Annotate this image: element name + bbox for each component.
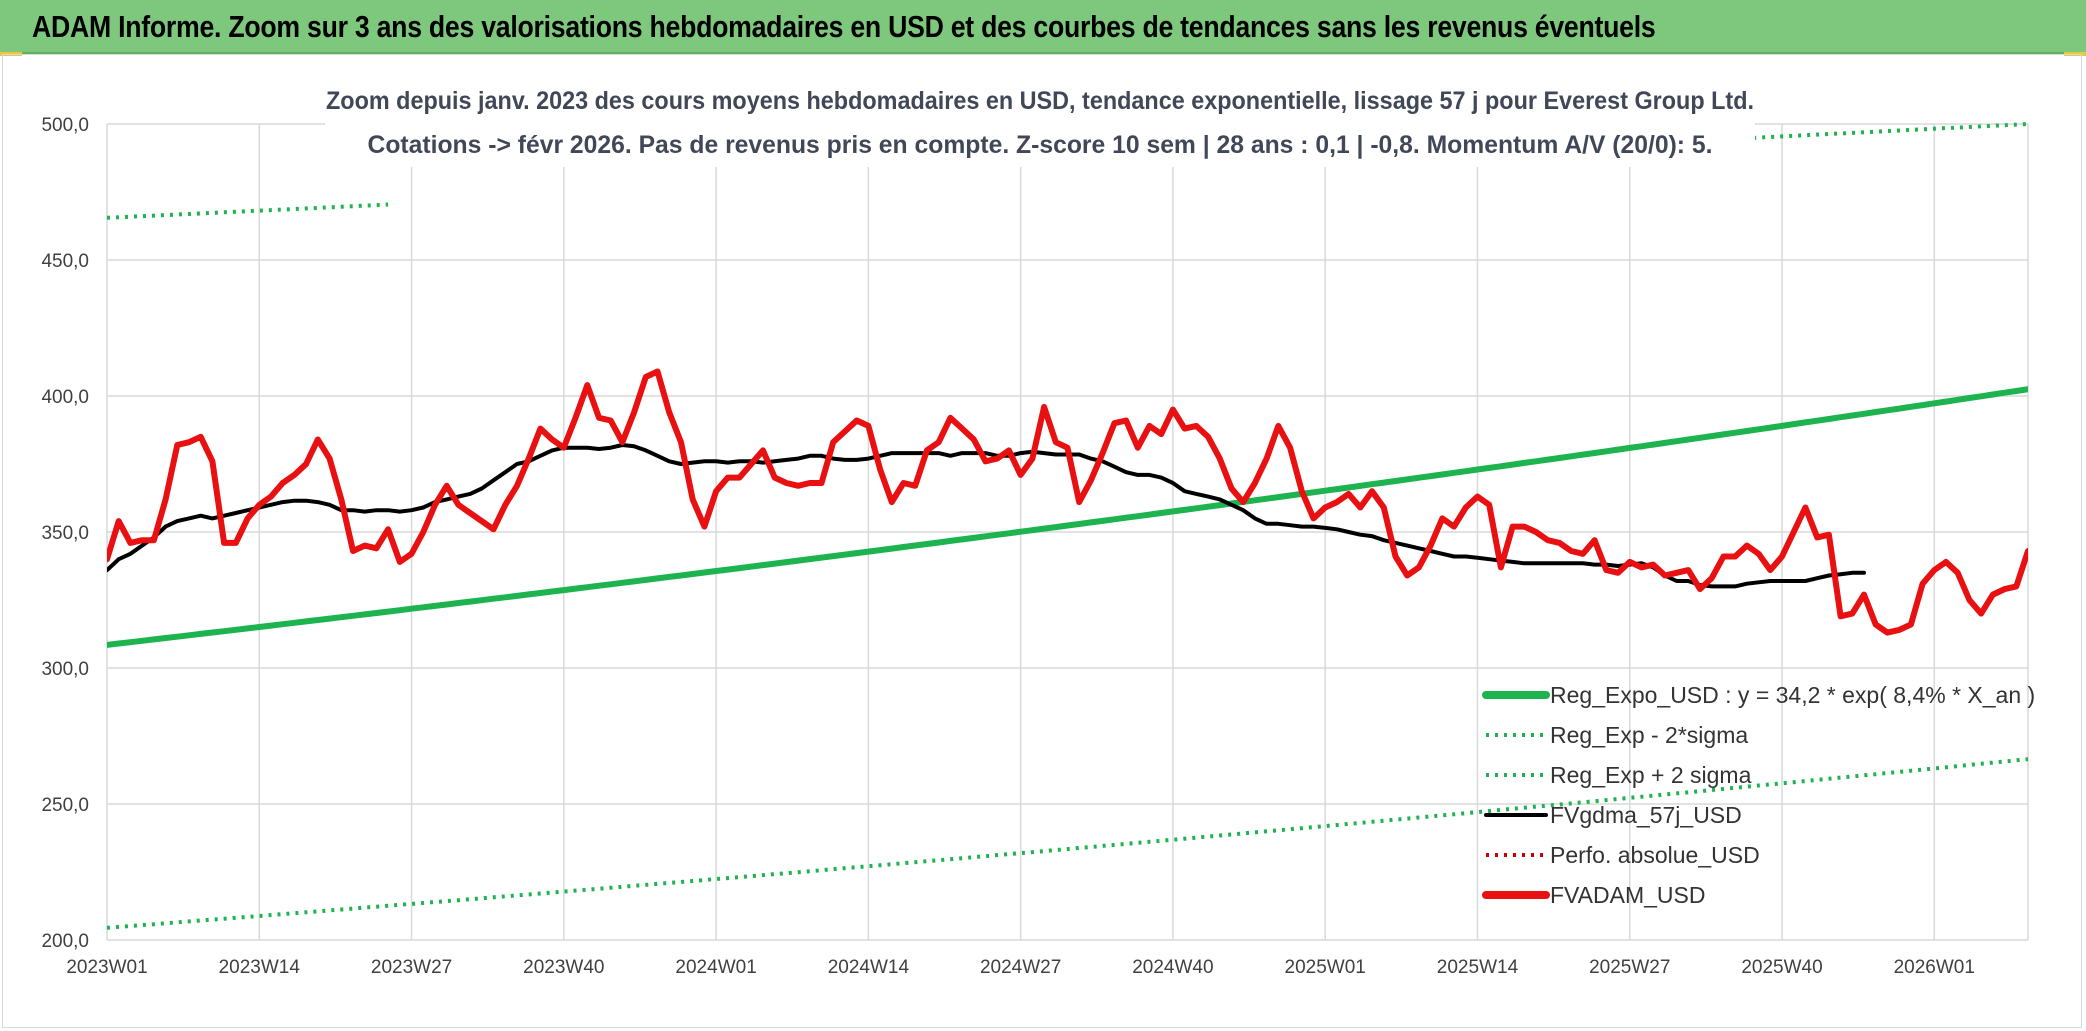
x-tick-label: 2025W27 <box>1589 957 1670 978</box>
legend-label: Reg_Exp - 2*sigma <box>1550 722 1748 748</box>
x-tick-label: 2024W27 <box>980 957 1061 978</box>
y-tick-label: 350,0 <box>41 523 89 544</box>
x-tick-label: 2025W40 <box>1741 957 1822 978</box>
x-tick-label: 2024W01 <box>675 957 756 978</box>
series-line <box>107 757 2028 930</box>
x-tick-label: 2026W01 <box>1894 957 1975 978</box>
legend-label: Reg_Exp + 2 sigma <box>1550 762 1752 788</box>
y-tick-label: 250,0 <box>41 795 89 816</box>
y-tick-label: 300,0 <box>41 659 89 680</box>
y-axis: 200,0 250,0 300,0 350,0 400,0 450,0 500,0 <box>41 115 89 952</box>
x-tick-label: 2023W27 <box>371 957 452 978</box>
chart-subtitle-line-2: Cotations -> févr 2026. Pas de revenus p… <box>368 131 1713 159</box>
x-tick-label: 2024W14 <box>828 957 910 978</box>
y-tick-label: 200,0 <box>41 931 89 952</box>
series-line <box>1735 122 2028 141</box>
y-tick-label: 500,0 <box>41 115 89 136</box>
x-tick-label: 2023W40 <box>523 957 604 978</box>
chart-frame <box>2 54 2082 1028</box>
series-layer <box>107 122 2028 930</box>
x-tick-label: 2024W40 <box>1132 957 1213 978</box>
series-line <box>107 386 2028 648</box>
legend-label: FVgdma_57j_USD <box>1550 802 1742 828</box>
x-tick-label: 2023W14 <box>219 957 301 978</box>
page-title: ADAM Informe. Zoom sur 3 ans des valoris… <box>32 9 1656 44</box>
series-line <box>107 202 389 220</box>
y-tick-label: 400,0 <box>41 387 89 408</box>
legend-label: Perfo. absolue_USD <box>1550 842 1760 868</box>
y-tick-label: 450,0 <box>41 251 89 272</box>
subtitle-background <box>325 82 1755 167</box>
series-line <box>107 443 1866 589</box>
x-tick-label: 2023W01 <box>66 957 147 978</box>
legend-label: Reg_Expo_USD : y = 34,2 * exp( 8,4% * X_… <box>1550 682 2035 708</box>
chart-subtitle-line-1: Zoom depuis janv. 2023 des cours moyens … <box>326 87 1754 115</box>
header-bar: ADAM Informe. Zoom sur 3 ans des valoris… <box>0 0 2086 54</box>
grid <box>106 123 2029 941</box>
x-tick-label: 2025W01 <box>1285 957 1366 978</box>
series-line <box>107 368 2028 636</box>
legend: Reg_Expo_USD : y = 34,2 * exp( 8,4% * X_… <box>1482 682 2035 908</box>
x-axis: 2023W01 2023W14 2023W27 2023W40 2024W01 2024W… <box>66 957 1975 978</box>
x-tick-label: 2025W14 <box>1437 957 1519 978</box>
legend-label: FVADAM_USD <box>1550 882 1706 908</box>
